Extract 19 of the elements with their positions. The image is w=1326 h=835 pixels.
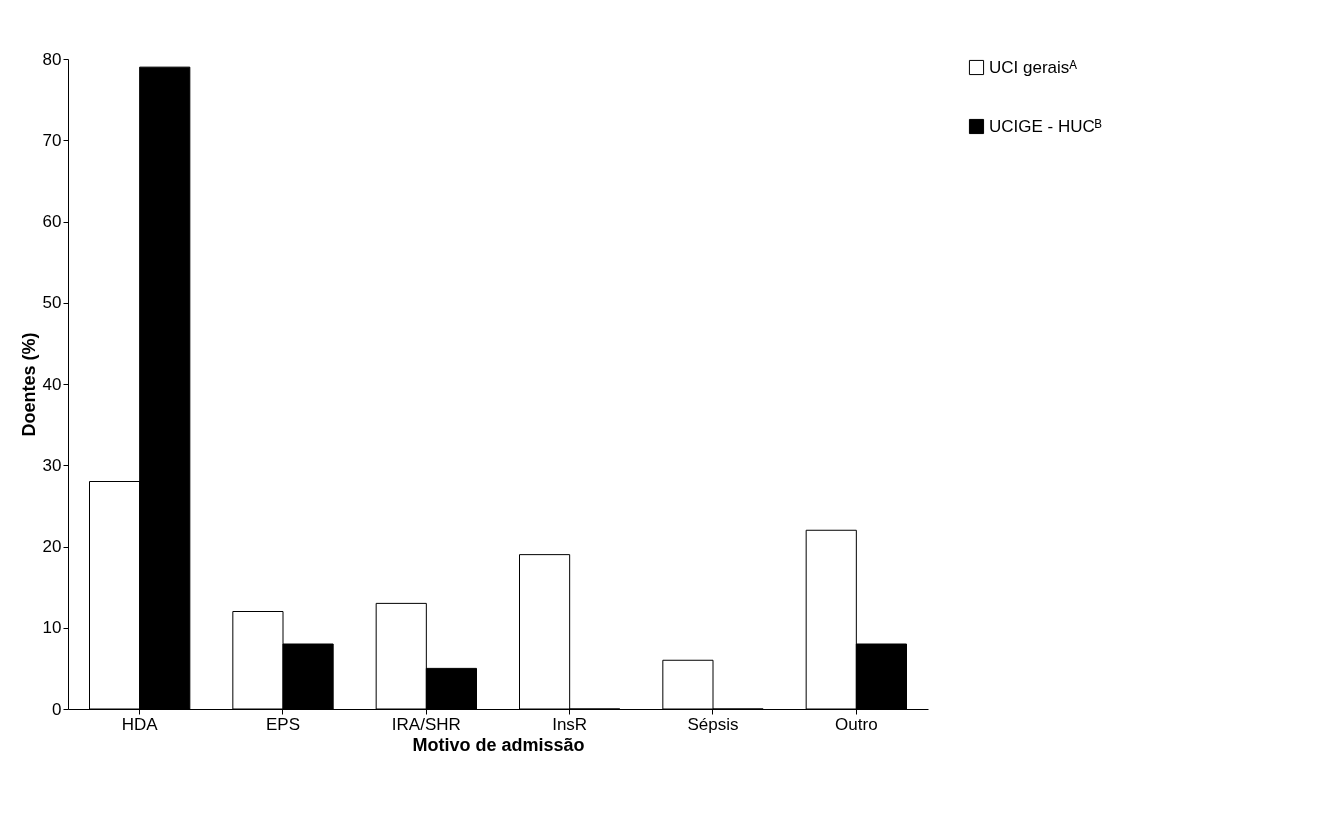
y-tick-label: 20	[42, 537, 62, 556]
y-tick-label: 0	[52, 699, 62, 719]
y-tick-label: 40	[42, 374, 62, 394]
x-tick-label: Sépsis	[687, 714, 739, 734]
y-tick-label: 60	[42, 212, 62, 231]
y-tick-label: 50	[42, 293, 62, 313]
x-tick-label: Outro	[835, 714, 878, 734]
legend-label: UCI geraisᴬ	[989, 57, 1078, 77]
y-tick-label: 70	[42, 130, 62, 150]
y-tick-label: 30	[42, 455, 62, 475]
y-tick-label: 80	[42, 49, 62, 69]
x-tick-label: IRA/SHR	[391, 714, 461, 734]
y-tick-label: 10	[42, 618, 62, 638]
y-axis-title: Doentes (%)	[18, 332, 39, 437]
x-tick-label: HDA	[121, 714, 159, 734]
x-tick-label: InsR	[552, 714, 588, 734]
x-axis-title: Motivo de admissão	[412, 734, 585, 755]
legend-label: UCIGE - HUCᴮ	[989, 116, 1102, 136]
x-tick-label: EPS	[265, 714, 301, 734]
